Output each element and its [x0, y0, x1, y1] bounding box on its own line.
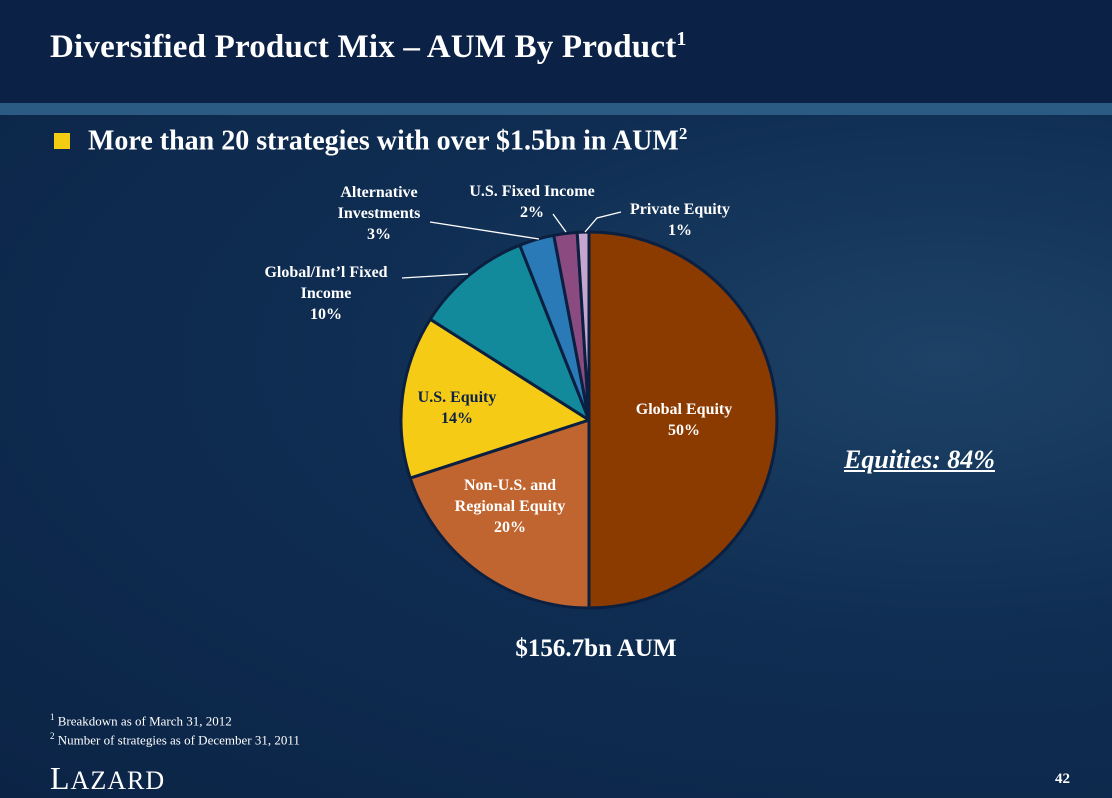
- label-private-equity-name: Private Equity: [630, 201, 730, 218]
- page-number: 42: [1055, 771, 1070, 787]
- label-global-equity-value: 50%: [667, 422, 700, 439]
- slide-title-text: Diversified Product Mix – AUM By Product: [50, 29, 677, 65]
- label-private-equity-value: 1%: [668, 222, 692, 239]
- label-global-fixed-value: 10%: [310, 306, 342, 323]
- pie-slice-private-equity: [575, 230, 591, 422]
- label-us-equity: U.S. Equity 14%: [418, 387, 497, 429]
- label-non-us-line1: Non-U.S. and: [463, 477, 557, 494]
- pie-slice-global-int-l-fixed-income: [428, 243, 591, 422]
- bullet-point: More than 20 strategies with over $1.5bn…: [88, 124, 687, 157]
- label-global-fixed-income: Global/Int’l Fixed Income 10%: [264, 262, 387, 325]
- title-footnote-mark: 1: [676, 28, 687, 50]
- leader-line-private-equity: [584, 211, 622, 233]
- footnote-2-mark: 2: [50, 731, 55, 741]
- label-global-equity: Global Equity 50%: [636, 399, 732, 441]
- footnote-1-mark: 1: [50, 712, 55, 722]
- equities-note: Equities: 84%: [844, 445, 995, 474]
- title-band: [0, 0, 1112, 103]
- leader-line-global-fixed-income: [401, 273, 469, 279]
- pie-slice-non-u-s-and-regional-equity: [408, 418, 591, 610]
- aum-total: $156.7bn AUM: [515, 635, 677, 662]
- label-alternative-line1: Alternative: [340, 184, 418, 201]
- label-global-fixed-line2: Income: [300, 285, 352, 302]
- label-us-fixed-income: U.S. Fixed Income 2%: [469, 181, 594, 223]
- label-alternative-investments: Alternative Investments 3%: [338, 182, 421, 245]
- label-non-us-regional-equity: Non-U.S. and Regional Equity 20%: [455, 475, 566, 538]
- label-alternative-line2: Investments: [337, 205, 421, 222]
- footnote-2: 2 Number of strategies as of December 31…: [50, 731, 300, 748]
- label-us-fixed-value: 2%: [519, 204, 544, 221]
- label-us-equity-value: 14%: [440, 410, 473, 427]
- pie-slices: [399, 230, 779, 610]
- pie-slice-u-s-equity: [399, 317, 591, 480]
- leader-line-us-fixed-income: [552, 213, 567, 233]
- leader-line-alternative-investments: [429, 221, 540, 240]
- bullet-text: More than 20 strategies with over $1.5bn…: [88, 125, 679, 157]
- leader-lines: [401, 211, 622, 279]
- footnote-1: 1 Breakdown as of March 31, 2012: [50, 712, 232, 729]
- label-global-fixed-line1: Global/Int’l Fixed: [264, 264, 388, 281]
- logo-rest: AZARD: [70, 766, 166, 795]
- bullet-square: [54, 133, 70, 149]
- title-stripe: [0, 103, 1112, 115]
- pie-slice-global-equity: [587, 230, 779, 610]
- footnote-2-text: Number of strategies as of December 31, …: [57, 732, 300, 748]
- label-us-equity-name: U.S. Equity: [417, 389, 497, 406]
- slide-title: Diversified Product Mix – AUM By Product…: [50, 28, 687, 66]
- bullet-footnote-mark: 2: [678, 124, 688, 143]
- label-non-us-value: 20%: [494, 519, 526, 536]
- lazard-logo: LAZARD: [50, 760, 165, 797]
- label-global-equity-name: Global Equity: [635, 401, 733, 418]
- label-alternative-value: 3%: [366, 226, 391, 243]
- label-us-fixed-name: U.S. Fixed Income: [469, 183, 595, 200]
- logo-initial: L: [50, 760, 71, 796]
- footnote-1-text: Breakdown as of March 31, 2012: [57, 713, 232, 729]
- label-non-us-line2: Regional Equity: [454, 498, 566, 515]
- label-private-equity: Private Equity 1%: [630, 199, 730, 241]
